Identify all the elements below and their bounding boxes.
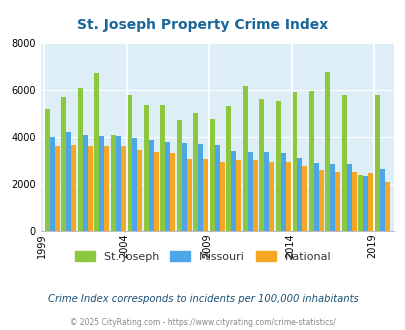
- Bar: [214, 145, 219, 231]
- Bar: [231, 151, 236, 231]
- Bar: [379, 169, 384, 231]
- Bar: [83, 135, 87, 231]
- Bar: [165, 142, 170, 231]
- Bar: [71, 145, 76, 231]
- Bar: [61, 97, 66, 231]
- Bar: [308, 91, 313, 231]
- Bar: [127, 95, 132, 231]
- Bar: [120, 147, 125, 231]
- Bar: [346, 164, 351, 231]
- Bar: [285, 162, 290, 231]
- Bar: [87, 147, 92, 231]
- Bar: [209, 119, 214, 231]
- Bar: [269, 162, 273, 231]
- Bar: [264, 152, 269, 231]
- Bar: [148, 141, 153, 231]
- Bar: [176, 120, 181, 231]
- Bar: [236, 160, 241, 231]
- Bar: [45, 109, 49, 231]
- Bar: [384, 182, 389, 231]
- Bar: [198, 144, 202, 231]
- Bar: [66, 132, 71, 231]
- Text: Crime Index corresponds to incidents per 100,000 inhabitants: Crime Index corresponds to incidents per…: [47, 294, 358, 304]
- Bar: [111, 135, 115, 231]
- Bar: [77, 87, 83, 231]
- Bar: [247, 152, 252, 231]
- Bar: [160, 105, 165, 231]
- Bar: [301, 166, 307, 231]
- Text: St. Joseph Property Crime Index: St. Joseph Property Crime Index: [77, 18, 328, 32]
- Bar: [313, 163, 318, 231]
- Bar: [115, 136, 120, 231]
- Bar: [193, 114, 198, 231]
- Bar: [202, 159, 208, 231]
- Bar: [137, 150, 142, 231]
- Bar: [318, 170, 323, 231]
- Bar: [219, 162, 224, 231]
- Bar: [324, 72, 329, 231]
- Bar: [362, 176, 367, 231]
- Bar: [49, 137, 55, 231]
- Text: © 2025 CityRating.com - https://www.cityrating.com/crime-statistics/: © 2025 CityRating.com - https://www.city…: [70, 318, 335, 327]
- Bar: [329, 164, 335, 231]
- Bar: [94, 74, 99, 231]
- Bar: [280, 153, 285, 231]
- Bar: [292, 92, 296, 231]
- Bar: [367, 173, 372, 231]
- Bar: [335, 172, 339, 231]
- Bar: [181, 143, 186, 231]
- Bar: [99, 136, 104, 231]
- Legend: St. Joseph, Missouri, National: St. Joseph, Missouri, National: [70, 247, 335, 267]
- Bar: [252, 160, 257, 231]
- Bar: [296, 158, 301, 231]
- Bar: [170, 153, 175, 231]
- Bar: [242, 86, 247, 231]
- Bar: [153, 152, 158, 231]
- Bar: [132, 138, 137, 231]
- Bar: [143, 105, 148, 231]
- Bar: [341, 95, 346, 231]
- Bar: [374, 95, 379, 231]
- Bar: [259, 99, 264, 231]
- Bar: [358, 175, 362, 231]
- Bar: [55, 147, 60, 231]
- Bar: [275, 101, 280, 231]
- Bar: [104, 147, 109, 231]
- Bar: [186, 159, 191, 231]
- Bar: [351, 172, 356, 231]
- Bar: [226, 106, 231, 231]
